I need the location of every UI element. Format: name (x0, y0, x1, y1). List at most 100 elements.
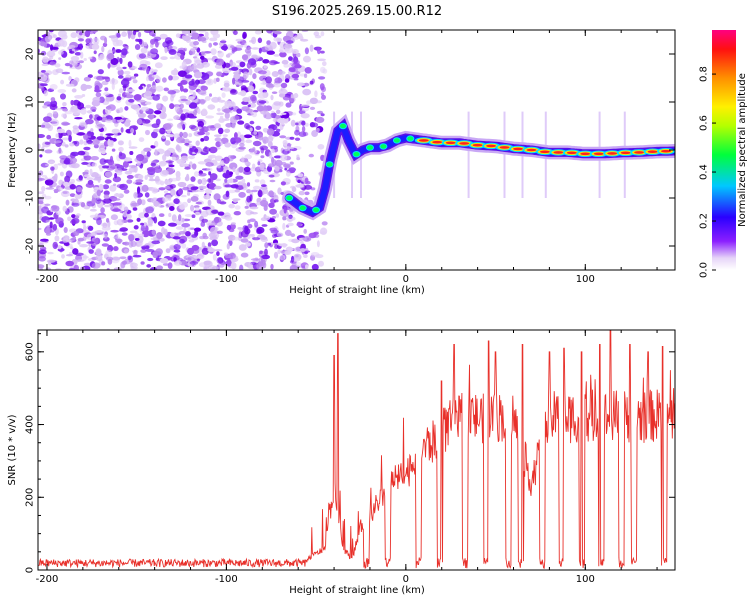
spectrogram-cell (251, 54, 258, 58)
spectrogram-cell (49, 49, 57, 53)
spectrogram-cell (144, 101, 152, 105)
spectrogram-cell (284, 78, 290, 83)
spectrogram-cell (230, 262, 237, 270)
spectrogram-cell (38, 205, 42, 212)
spectrogram-cell (162, 230, 168, 235)
spectrogram-cell (144, 175, 148, 180)
spectrogram-cell (138, 39, 143, 45)
spectrogram-cell (65, 260, 74, 267)
spectrogram-cell (101, 243, 109, 247)
spectrogram-cell (194, 211, 201, 216)
spectrogram-cell (196, 63, 205, 69)
spectrogram-cell (296, 52, 301, 58)
spectrogram-cell (173, 243, 181, 251)
spectrogram-cell (168, 48, 176, 53)
spectrogram-cell (188, 155, 196, 160)
spectrogram-cell (111, 128, 120, 134)
spectrogram-cell (250, 189, 258, 193)
spectrogram-cell (268, 163, 275, 168)
spectrogram-cell (146, 67, 150, 75)
spectrogram-cell (193, 186, 199, 190)
spectrogram-cell (273, 155, 282, 159)
spectrogram-cell (309, 80, 314, 85)
spectrogram-cell (104, 136, 114, 142)
spectrogram-cell (187, 140, 192, 144)
spectrogram-cell (73, 230, 80, 236)
spectrogram-cell (296, 221, 302, 227)
spectrogram-cell (51, 205, 60, 212)
spectrogram-cell (136, 217, 141, 222)
spectrogram-cell (316, 47, 321, 55)
spectrogram-cell (191, 234, 198, 238)
spectrogram-cell (191, 214, 196, 218)
spectrogram-cell (300, 113, 310, 119)
spectrogram-cell (38, 249, 47, 255)
spectrogram-cell (123, 206, 129, 213)
spectrogram-cell (101, 76, 110, 80)
spectrogram-cell (254, 30, 262, 35)
spectrogram-cell (146, 167, 156, 172)
spectrogram-cell (113, 246, 119, 252)
spectrogram-cell (194, 171, 199, 177)
spectrogram-cell (77, 38, 84, 42)
spectrogram-cell (132, 207, 138, 211)
spectrogram-cell (46, 134, 52, 140)
spectrogram-cell (298, 190, 305, 196)
colorbar-label: Normalized spectral amplitude (737, 73, 748, 227)
spectrogram-cell (38, 177, 45, 181)
spectrogram-cell (107, 139, 111, 147)
spectrogram-cell (201, 241, 205, 248)
spectrogram-cell (73, 105, 78, 110)
spectrogram-cell (75, 215, 80, 219)
spectrogram-cell (294, 246, 301, 252)
spectrogram-cell (74, 117, 83, 120)
spectrogram-cell (180, 113, 186, 121)
spectrogram-cell (191, 244, 200, 251)
spectrogram-cell (52, 223, 57, 231)
spectrogram-cell (40, 50, 47, 56)
spectrogram-cell (62, 108, 68, 112)
spectrogram-cell (91, 37, 100, 45)
spectrogram-cell (279, 46, 287, 53)
spectrogram-cell (44, 141, 51, 145)
ridge-blob-peak (499, 146, 510, 149)
spectrogram-cell (140, 222, 145, 226)
spectrogram-cell (63, 227, 68, 233)
spectrogram-cell (241, 178, 246, 184)
spectrogram-cell (203, 260, 211, 265)
spectrogram-cell (223, 82, 230, 88)
spectrogram-cell (74, 63, 83, 70)
spectrogram-cell (56, 210, 61, 216)
spectrogram-cell (64, 62, 71, 67)
spectrogram-cell (187, 31, 193, 37)
spectrogram-cell (225, 54, 231, 58)
spectrogram-cell (260, 217, 268, 222)
spectrogram-cell (149, 176, 154, 181)
spectrogram-cell (180, 54, 185, 60)
spectrogram-cell (290, 233, 296, 238)
spectrogram-cell (235, 38, 243, 42)
y-tick-label: -20 (25, 238, 36, 254)
spectrogram-cell (180, 194, 187, 198)
spectrogram-cell (234, 205, 241, 210)
ridge-blob-peak (607, 152, 618, 155)
spectrogram-cell (119, 210, 124, 214)
spectrogram-cell (291, 186, 297, 193)
spectrogram-cell (249, 206, 259, 210)
spectrogram-cell (301, 120, 306, 126)
spectrogram-cell (43, 116, 52, 123)
spectrogram-cell (152, 94, 160, 101)
spectrogram-cell (92, 96, 101, 103)
spectrogram-cell (229, 223, 236, 230)
spectrogram-cell (168, 164, 175, 168)
spectrogram-cell (284, 167, 288, 171)
spectrogram-ylabel: Frequency (Hz) (7, 112, 18, 188)
spectrogram-cell (285, 31, 295, 39)
spectrogram-cell (179, 85, 184, 92)
spectrogram-cell (78, 60, 84, 64)
spectrogram-cell (219, 140, 223, 146)
spectrogram-cell (222, 87, 231, 92)
spectrogram-cell (126, 179, 133, 185)
spectrogram-cell (181, 30, 190, 35)
spectrogram-cell (55, 217, 64, 225)
